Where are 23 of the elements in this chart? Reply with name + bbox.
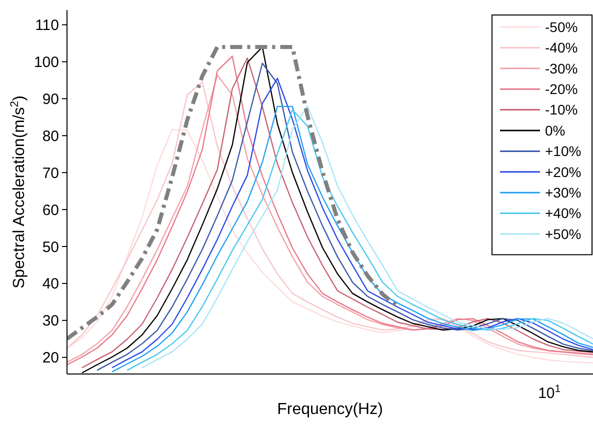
legend-label: +20%: [545, 164, 582, 180]
legend-label: +40%: [545, 205, 582, 222]
y-tick-label: 100: [34, 54, 59, 71]
legend-label: -40%: [545, 40, 578, 56]
text: 10$^{1}$: [538, 383, 561, 402]
y-tick-label: 20: [42, 350, 59, 367]
legend-label: -10%: [545, 102, 578, 118]
y-tick-label: 50: [42, 238, 59, 256]
y-tick-label: 70: [42, 164, 59, 182]
legend-label: 0%: [545, 122, 566, 138]
legend-label: +50%: [545, 226, 582, 242]
x-axis-title: Frequency(Hz): [277, 401, 383, 418]
y-tick-label: 110: [35, 17, 59, 34]
y-tick-label: 90: [42, 90, 59, 108]
legend-label: +30%: [545, 184, 582, 200]
y-tick-label: 30: [42, 312, 59, 330]
legend-label: -20%: [545, 81, 578, 97]
legend-label: -30%: [545, 60, 578, 76]
legend-label: -50%: [545, 18, 578, 35]
y-tick-label: 40: [42, 276, 59, 293]
y-tick-label: 80: [42, 128, 59, 145]
y-tick-label: 60: [42, 202, 59, 219]
legend-label: +10%: [545, 143, 582, 160]
